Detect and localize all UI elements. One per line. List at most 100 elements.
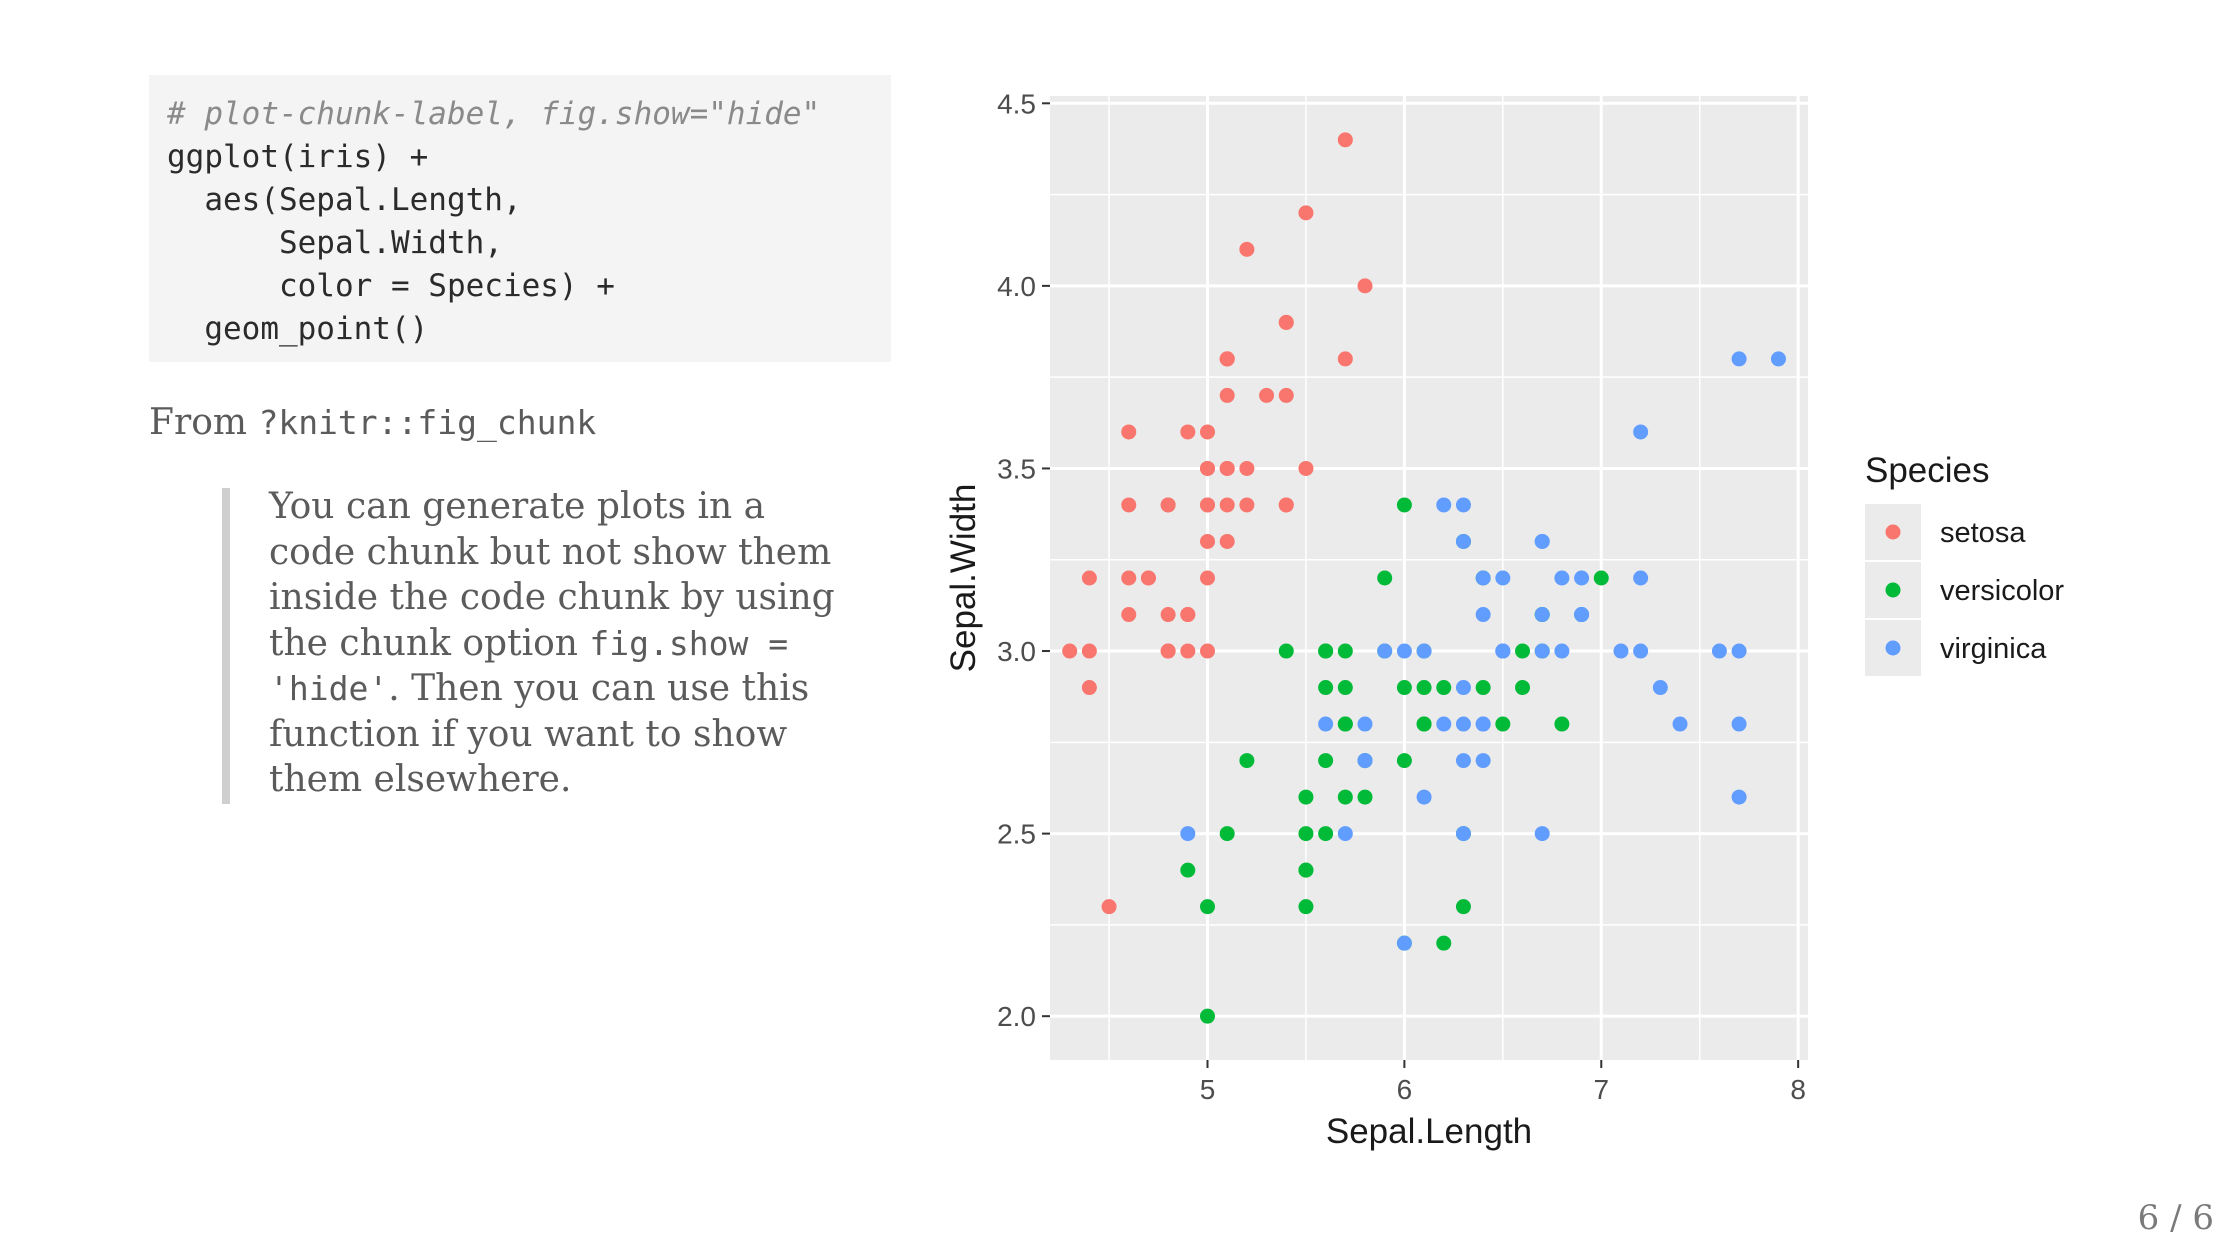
- data-point-virginica: [1554, 570, 1570, 586]
- data-point-virginica: [1396, 643, 1412, 659]
- y-tick-label: 2.0: [997, 1001, 1036, 1032]
- data-point-versicolor: [1239, 753, 1255, 769]
- data-point-virginica: [1633, 424, 1649, 440]
- data-point-setosa: [1219, 533, 1235, 549]
- data-point-versicolor: [1298, 826, 1314, 842]
- data-point-virginica: [1396, 935, 1412, 951]
- code-line-4: color = Species) +: [167, 268, 615, 304]
- data-point-versicolor: [1396, 497, 1412, 513]
- data-point-setosa: [1160, 607, 1176, 623]
- data-point-setosa: [1062, 643, 1078, 659]
- data-point-virginica: [1731, 716, 1747, 732]
- data-point-versicolor: [1200, 1008, 1216, 1024]
- data-point-versicolor: [1337, 716, 1353, 732]
- data-point-virginica: [1475, 716, 1491, 732]
- data-point-setosa: [1357, 278, 1373, 294]
- x-tick-label: 8: [1790, 1074, 1806, 1105]
- data-point-setosa: [1298, 460, 1314, 476]
- data-point-setosa: [1160, 497, 1176, 513]
- quote-text-run: . Then you can use this: [388, 668, 810, 709]
- slide-number: 6 / 6: [2137, 1198, 2214, 1238]
- data-point-setosa: [1121, 497, 1137, 513]
- help-topic: ?knitr::fig_chunk: [258, 403, 597, 442]
- data-point-versicolor: [1495, 716, 1511, 732]
- data-point-setosa: [1278, 314, 1294, 330]
- quote-text-run: the chunk option: [269, 622, 590, 664]
- legend-label: virginica: [1940, 633, 2047, 665]
- inline-code: fig.show =: [589, 623, 789, 663]
- data-point-setosa: [1219, 387, 1235, 403]
- data-point-versicolor: [1416, 680, 1432, 696]
- data-point-versicolor: [1298, 862, 1314, 878]
- data-point-setosa: [1200, 570, 1216, 586]
- quote-line: them elsewhere.: [269, 757, 849, 803]
- data-point-versicolor: [1278, 643, 1294, 659]
- quote-text-run: function if you want to show: [269, 713, 788, 755]
- quote-text-run: code chunk but not show them: [269, 531, 832, 573]
- data-point-virginica: [1475, 570, 1491, 586]
- data-point-virginica: [1495, 570, 1511, 586]
- x-tick-label: 5: [1200, 1074, 1216, 1105]
- data-point-virginica: [1455, 680, 1471, 696]
- legend-label: setosa: [1940, 517, 2026, 549]
- code-line-3: Sepal.Width,: [167, 225, 503, 261]
- data-point-setosa: [1081, 643, 1097, 659]
- data-point-versicolor: [1515, 680, 1531, 696]
- data-point-versicolor: [1219, 826, 1235, 842]
- data-point-virginica: [1455, 533, 1471, 549]
- legend-swatch-versicolor: [1885, 582, 1901, 598]
- data-point-setosa: [1180, 424, 1196, 440]
- data-point-versicolor: [1318, 643, 1334, 659]
- source-reference: From ?knitr::fig_chunk: [149, 402, 596, 443]
- quote-line: You can generate plots in a: [269, 484, 849, 530]
- data-point-setosa: [1121, 570, 1137, 586]
- data-point-setosa: [1180, 607, 1196, 623]
- data-point-versicolor: [1298, 899, 1314, 915]
- data-point-virginica: [1455, 716, 1471, 732]
- data-point-virginica: [1534, 533, 1550, 549]
- quote-line: inside the code chunk by using: [269, 575, 849, 621]
- data-point-setosa: [1081, 570, 1097, 586]
- code-line-2: aes(Sepal.Length,: [167, 182, 522, 218]
- data-point-versicolor: [1436, 935, 1452, 951]
- code-line-1: ggplot(iris) +: [167, 139, 429, 175]
- legend-title: Species: [1865, 451, 1990, 490]
- data-point-setosa: [1101, 899, 1117, 915]
- data-point-setosa: [1180, 643, 1196, 659]
- data-point-setosa: [1219, 351, 1235, 367]
- inline-code: 'hide': [269, 669, 389, 708]
- data-point-setosa: [1200, 424, 1216, 440]
- data-point-setosa: [1200, 533, 1216, 549]
- data-point-setosa: [1298, 205, 1314, 221]
- legend-swatch-virginica: [1885, 640, 1901, 656]
- data-point-versicolor: [1396, 753, 1412, 769]
- data-point-setosa: [1239, 241, 1255, 257]
- data-point-virginica: [1711, 643, 1727, 659]
- y-tick-label: 3.0: [997, 636, 1036, 667]
- data-point-virginica: [1377, 643, 1393, 659]
- x-axis-title: Sepal.Length: [1326, 1112, 1532, 1151]
- data-point-versicolor: [1200, 899, 1216, 915]
- code-comment: # plot-chunk-label, fig.show="hide": [167, 96, 821, 132]
- y-tick-label: 2.5: [997, 819, 1036, 850]
- data-point-virginica: [1574, 607, 1590, 623]
- y-axis-title: Sepal.Width: [944, 484, 983, 673]
- scatter-plot: 5 6 7 8 2.0 2.5 3.0 3.5 4.0 4.5 Sepal.Length Sepal.…: [944, 88, 2064, 1151]
- quote-line: the chunk option fig.show =: [269, 621, 849, 667]
- data-point-virginica: [1318, 716, 1334, 732]
- data-point-versicolor: [1593, 570, 1609, 586]
- data-point-virginica: [1436, 716, 1452, 732]
- data-point-setosa: [1200, 460, 1216, 476]
- legend-swatch-setosa: [1885, 524, 1901, 540]
- data-point-versicolor: [1337, 789, 1353, 805]
- quote-text-run: You can generate plots in a: [269, 486, 766, 527]
- x-tick-label: 7: [1593, 1074, 1609, 1105]
- data-point-virginica: [1534, 643, 1550, 659]
- y-tick-label: 3.5: [997, 453, 1036, 484]
- data-point-setosa: [1081, 680, 1097, 696]
- data-point-virginica: [1495, 643, 1511, 659]
- data-point-versicolor: [1337, 680, 1353, 696]
- data-point-virginica: [1475, 753, 1491, 769]
- data-point-virginica: [1475, 607, 1491, 623]
- data-point-versicolor: [1337, 643, 1353, 659]
